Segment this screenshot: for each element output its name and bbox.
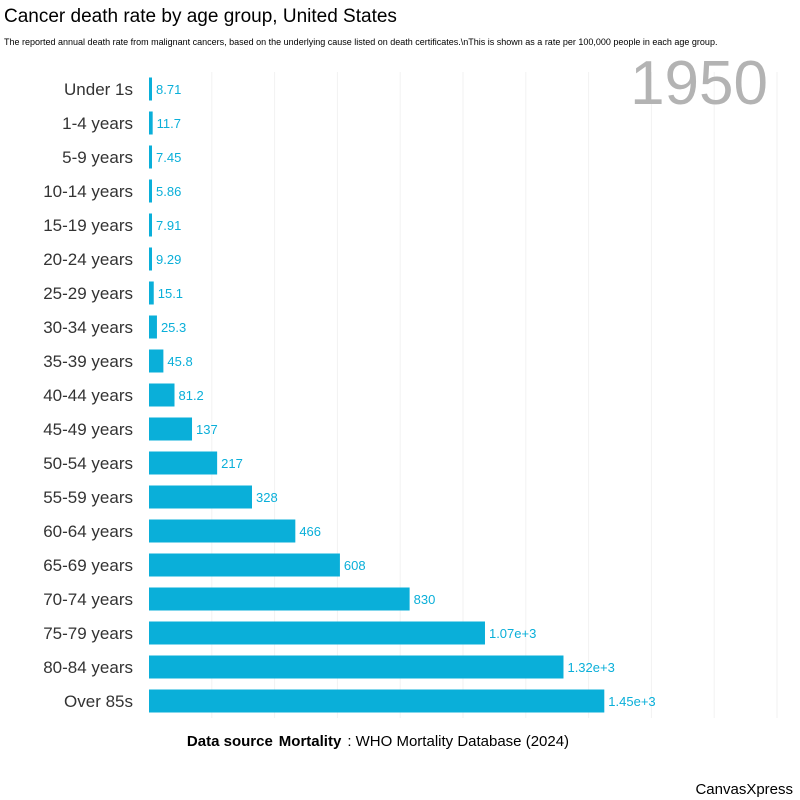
category-label: Over 85s [64, 692, 133, 711]
data-label: 466 [299, 524, 321, 539]
category-label: 60-64 years [43, 522, 133, 541]
data-label: 137 [196, 422, 218, 437]
category-label: 70-74 years [43, 590, 133, 609]
bar [149, 417, 193, 441]
bar [149, 519, 296, 543]
category-label: 55-59 years [43, 488, 133, 507]
data-label: 1.32e+3 [567, 660, 614, 675]
category-label: 80-84 years [43, 658, 133, 677]
category-label: 25-29 years [43, 284, 133, 303]
bar [149, 77, 152, 101]
data-source: : WHO Mortality Database (2024) [347, 733, 570, 750]
bar [149, 315, 157, 339]
data-label: 1.45e+3 [608, 694, 655, 709]
bar [149, 145, 152, 169]
category-label: Under 1s [64, 80, 133, 99]
data-label: 1.07e+3 [489, 626, 536, 641]
bar [149, 485, 252, 509]
bar [149, 247, 152, 271]
data-label: 8.71 [156, 82, 181, 97]
bar [149, 553, 340, 577]
category-label: 20-24 years [43, 250, 133, 269]
bar [149, 383, 175, 407]
bar [149, 213, 152, 237]
data-label: 830 [414, 592, 436, 607]
data-label: 45.8 [167, 354, 192, 369]
bar [149, 655, 564, 679]
bar [149, 281, 154, 305]
data-label: 608 [344, 558, 366, 573]
category-label: 40-44 years [43, 386, 133, 405]
bar [149, 621, 485, 645]
data-label: 217 [221, 456, 243, 471]
data-label: 15.1 [158, 286, 183, 301]
data-label: 81.2 [178, 388, 203, 403]
bar [149, 179, 152, 203]
category-label: 35-39 years [43, 352, 133, 371]
bar [149, 111, 153, 135]
chart-title: Cancer death rate by age group, United S… [4, 6, 397, 27]
category-label: 45-49 years [43, 420, 133, 439]
category-label: 65-69 years [43, 556, 133, 575]
data-source-row: Data source Mortality : WHO Mortality Da… [149, 733, 607, 750]
data-label: 25.3 [161, 320, 186, 335]
category-label: 5-9 years [62, 148, 133, 167]
category-label: 1-4 years [62, 114, 133, 133]
bar [149, 587, 410, 611]
bar [149, 349, 164, 373]
data-label: 7.45 [156, 150, 181, 165]
data-label: 9.29 [156, 252, 181, 267]
data-label: 328 [256, 490, 278, 505]
data-label: 11.7 [157, 116, 181, 131]
category-label: 10-14 years [43, 182, 133, 201]
brand-label: CanvasXpress [695, 781, 793, 798]
data-source-overlay-2: Mortality [278, 733, 342, 750]
year-label: 1950 [630, 49, 768, 118]
category-label: 30-34 years [43, 318, 133, 337]
category-label: 75-79 years [43, 624, 133, 643]
category-label: 15-19 years [43, 216, 133, 235]
bar [149, 689, 605, 713]
bar [149, 451, 218, 475]
data-label: 5.86 [156, 184, 181, 199]
data-label: 7.91 [156, 218, 181, 233]
data-source-overlay: Data source [186, 733, 273, 750]
category-label: 50-54 years [43, 454, 133, 473]
chart-subtitle: The reported annual death rate from mali… [4, 37, 718, 47]
